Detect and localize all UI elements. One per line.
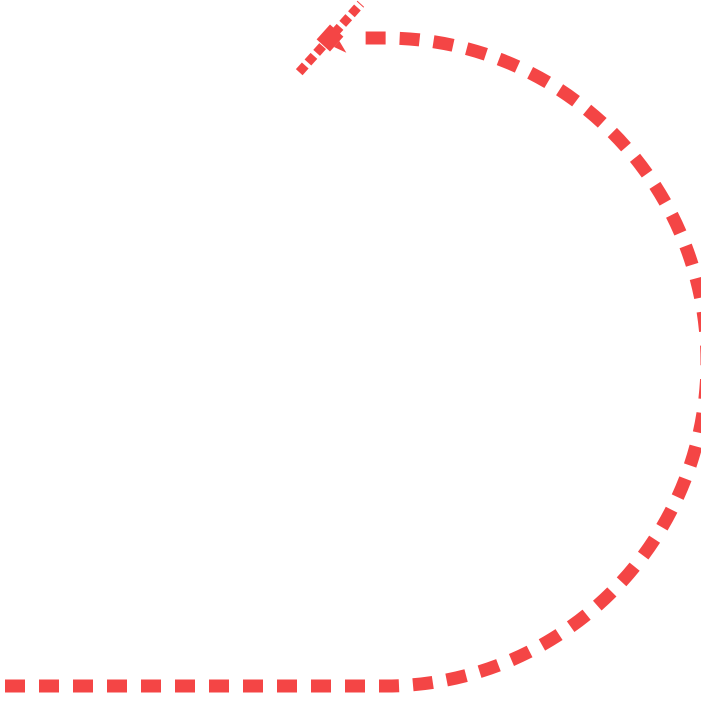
satellite-body — [316, 24, 344, 52]
satellite-icon — [295, 0, 365, 76]
orbit-path — [5, 31, 701, 693]
satellite-antenna — [334, 41, 347, 53]
